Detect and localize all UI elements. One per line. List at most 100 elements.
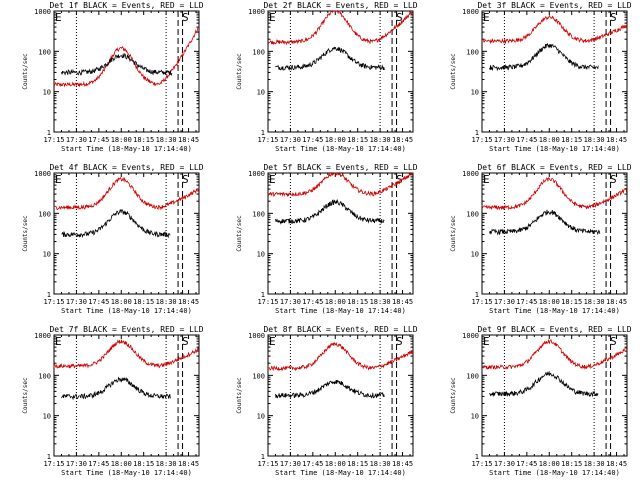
panel-det-3: Det 3f BLACK = Events, RED = LLD 1 10 100 10… xyxy=(450,1,632,153)
x-tick-label: 18:30 xyxy=(370,136,391,144)
x-tick-label: 17:30 xyxy=(66,136,87,144)
x-tick-label: 18:00 xyxy=(539,298,560,306)
x-tick-label: 18:30 xyxy=(156,298,177,306)
plot-frame xyxy=(481,10,628,133)
panel-title: Det 3f BLACK = Events, RED = LLD xyxy=(477,1,631,10)
y-tick-label: 1 xyxy=(261,291,265,299)
x-axis-label: Start Time (18-May-10 17:14:40) xyxy=(61,469,192,477)
y-axis-label: Counts/sec xyxy=(22,53,29,90)
y-tick-label: 100 xyxy=(252,210,265,218)
plot-frame xyxy=(53,334,200,457)
marker-e: E xyxy=(483,173,490,186)
x-tick-label: 17:15 xyxy=(43,136,64,144)
panel-title: Det 9f BLACK = Events, RED = LLD xyxy=(477,325,631,334)
x-tick-label: 17:45 xyxy=(88,460,109,468)
x-tick-label: 18:45 xyxy=(606,298,627,306)
x-tick-label: 18:30 xyxy=(370,460,391,468)
lld-series-line xyxy=(481,14,628,45)
x-tick-label: 17:30 xyxy=(280,298,301,306)
y-axis-label: Counts/sec xyxy=(450,215,457,252)
y-axis-label: Counts/sec xyxy=(236,377,243,414)
x-axis-label: Start Time (18-May-10 17:14:40) xyxy=(275,469,406,477)
panel-title: Det 6f BLACK = Events, RED = LLD xyxy=(477,163,631,172)
marker-s: S xyxy=(182,173,189,186)
x-tick-label: 18:45 xyxy=(392,298,413,306)
x-tick-label: 18:30 xyxy=(584,136,605,144)
panel-det-1: Det 1f BLACK = Events, RED = LLD 1 10 100 10… xyxy=(22,1,204,153)
plot-frame xyxy=(267,172,414,295)
x-tick-label: 18:45 xyxy=(178,298,199,306)
events-series-line xyxy=(61,209,171,239)
y-tick-label: 1000 xyxy=(462,332,479,340)
y-tick-label: 10 xyxy=(257,89,265,97)
y-tick-label: 1 xyxy=(475,129,479,137)
x-tick-label: 18:00 xyxy=(539,460,560,468)
panel-title: Det 5f BLACK = Events, RED = LLD xyxy=(263,163,417,172)
y-tick-label: 100 xyxy=(38,372,51,380)
x-axis-label: Start Time (18-May-10 17:14:40) xyxy=(275,307,406,315)
marker-e: E xyxy=(269,11,276,24)
plot-frame xyxy=(481,172,628,295)
x-tick-label: 18:00 xyxy=(325,460,346,468)
y-tick-label: 10 xyxy=(257,251,265,259)
x-tick-label: 18:30 xyxy=(584,460,605,468)
y-axis-label: Counts/sec xyxy=(450,53,457,90)
y-tick-label: 10 xyxy=(43,413,51,421)
x-tick-label: 18:45 xyxy=(178,460,199,468)
marker-e: E xyxy=(55,11,62,24)
plot-frame xyxy=(53,172,200,295)
y-axis-label: Counts/sec xyxy=(22,215,29,252)
lld-series-line xyxy=(267,9,414,46)
x-tick-label: 18:15 xyxy=(347,460,368,468)
y-tick-label: 1 xyxy=(261,129,265,137)
plot-frame xyxy=(267,334,414,457)
x-tick-label: 17:15 xyxy=(43,298,64,306)
marker-s: S xyxy=(396,335,403,348)
x-tick-label: 18:15 xyxy=(347,298,368,306)
x-axis-label: Start Time (18-May-10 17:14:40) xyxy=(489,307,620,315)
y-tick-label: 10 xyxy=(43,89,51,97)
x-tick-label: 17:30 xyxy=(494,460,515,468)
lld-series-line xyxy=(481,338,628,370)
x-tick-label: 18:45 xyxy=(392,136,413,144)
x-tick-label: 18:15 xyxy=(561,136,582,144)
panel-det-5: Det 5f BLACK = Events, RED = LLD 1 10 100 10… xyxy=(236,163,418,315)
y-tick-label: 1000 xyxy=(34,8,51,16)
x-tick-label: 17:45 xyxy=(516,460,537,468)
x-axis-label: Start Time (18-May-10 17:14:40) xyxy=(61,307,192,315)
x-tick-label: 17:30 xyxy=(494,136,515,144)
marker-e: E xyxy=(483,11,490,24)
y-tick-label: 1000 xyxy=(248,332,265,340)
marker-s: S xyxy=(182,11,189,24)
y-tick-label: 1 xyxy=(47,129,51,137)
x-tick-label: 17:45 xyxy=(302,460,323,468)
y-tick-label: 100 xyxy=(466,48,479,56)
x-axis-label: Start Time (18-May-10 17:14:40) xyxy=(275,145,406,153)
events-series-line xyxy=(275,198,385,225)
marker-s: S xyxy=(610,335,617,348)
x-tick-label: 17:30 xyxy=(280,460,301,468)
x-tick-label: 18:00 xyxy=(539,136,560,144)
y-tick-label: 10 xyxy=(257,413,265,421)
panel-title: Det 2f BLACK = Events, RED = LLD xyxy=(263,1,417,10)
x-tick-label: 18:45 xyxy=(392,460,413,468)
x-tick-label: 18:30 xyxy=(156,136,177,144)
marker-e: E xyxy=(269,335,276,348)
x-tick-label: 17:15 xyxy=(471,298,492,306)
y-tick-label: 100 xyxy=(38,48,51,56)
panel-det-9: Det 9f BLACK = Events, RED = LLD 1 10 100 10… xyxy=(450,325,632,477)
events-series-line xyxy=(489,209,601,236)
y-tick-label: 10 xyxy=(471,89,479,97)
y-tick-label: 100 xyxy=(466,372,479,380)
x-tick-label: 17:45 xyxy=(88,298,109,306)
y-tick-label: 1 xyxy=(47,291,51,299)
x-tick-label: 18:00 xyxy=(111,298,132,306)
lld-series-line xyxy=(267,171,414,198)
x-tick-label: 17:15 xyxy=(257,136,278,144)
x-tick-label: 17:15 xyxy=(471,460,492,468)
y-axis-label: Counts/sec xyxy=(236,53,243,90)
x-tick-label: 17:15 xyxy=(257,298,278,306)
x-tick-label: 18:30 xyxy=(584,298,605,306)
y-tick-label: 10 xyxy=(471,413,479,421)
y-tick-label: 1000 xyxy=(248,8,265,16)
